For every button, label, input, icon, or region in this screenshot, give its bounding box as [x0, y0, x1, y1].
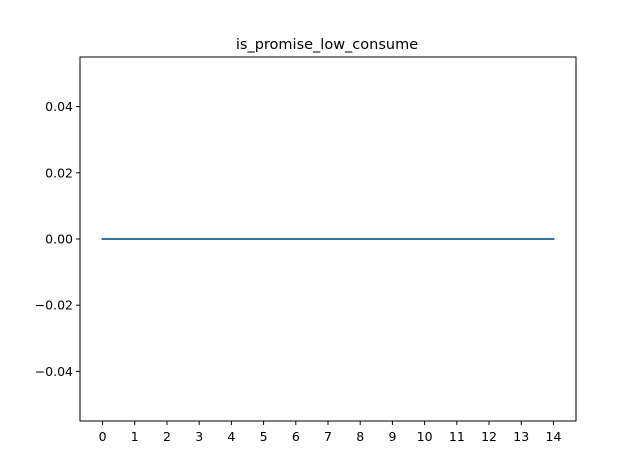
y-tick-label: −0.02 — [35, 298, 73, 313]
y-tick-label: −0.04 — [35, 364, 73, 379]
chart-title: is_promise_low_consume — [236, 37, 418, 53]
x-tick-label: 9 — [388, 429, 396, 444]
x-tick-label: 5 — [260, 429, 268, 444]
x-tick-label: 0 — [99, 429, 107, 444]
y-tick-label: 0.02 — [45, 165, 73, 180]
x-axis: 0 1 2 3 4 5 6 7 8 9 10 11 12 13 14 — [99, 421, 562, 444]
y-axis: 0.04 0.02 0.00 −0.02 −0.04 — [35, 99, 80, 379]
x-tick-label: 11 — [449, 429, 465, 444]
x-tick-label: 13 — [513, 429, 529, 444]
x-tick-label: 12 — [481, 429, 497, 444]
x-tick-label: 1 — [131, 429, 139, 444]
x-tick-label: 7 — [324, 429, 332, 444]
x-tick-label: 4 — [227, 429, 235, 444]
x-tick-label: 14 — [546, 429, 562, 444]
y-tick-label: 0.00 — [45, 232, 73, 247]
x-tick-label: 2 — [163, 429, 171, 444]
x-tick-label: 10 — [417, 429, 433, 444]
plot-frame — [79, 56, 577, 422]
x-tick-label: 3 — [195, 429, 203, 444]
x-tick-label: 6 — [292, 429, 300, 444]
y-tick-label: 0.04 — [45, 99, 73, 114]
x-tick-label: 8 — [356, 429, 364, 444]
